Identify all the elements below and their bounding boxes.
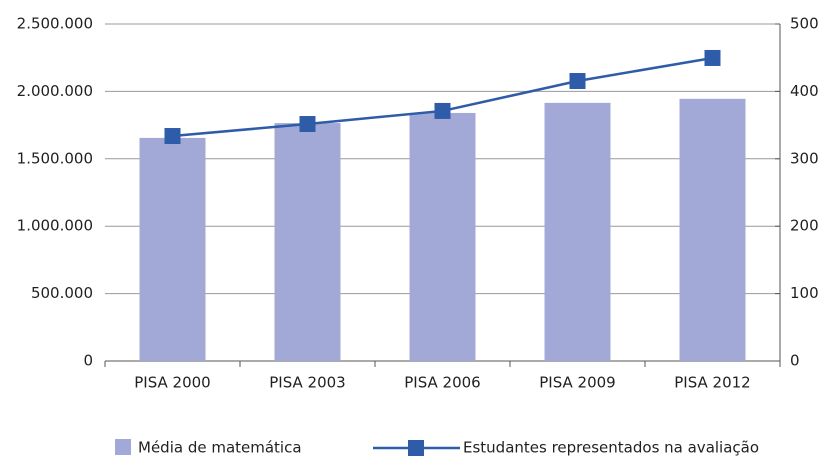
marker (299, 116, 316, 133)
x-tick-label: PISA 2003 (269, 374, 345, 392)
y-tick-label: 0 (83, 352, 93, 370)
bar (274, 123, 341, 361)
x-tick-label: PISA 2000 (134, 374, 210, 392)
legend-label: Estudantes representados na avaliação (463, 439, 759, 457)
x-tick-label: PISA 2009 (539, 374, 615, 392)
y2-tick-label: 0 (790, 352, 800, 370)
y2-tick-label: 200 (790, 217, 819, 235)
x-tick-label: PISA 2012 (674, 374, 750, 392)
y-tick-label: 500.000 (31, 284, 93, 302)
bar (139, 137, 206, 361)
marker (569, 73, 586, 90)
y2-tick-label: 400 (790, 82, 819, 100)
marker (704, 49, 721, 66)
y-tick-label: 2.500.000 (17, 15, 93, 33)
bar (544, 102, 611, 361)
marker (164, 128, 181, 145)
y-tick-label: 1.500.000 (17, 149, 93, 167)
y-tick-label: 2.000.000 (17, 82, 93, 100)
legend-label: Média de matemática (138, 439, 302, 457)
bar (409, 112, 476, 361)
legend-marker (408, 440, 424, 456)
y-tick-label: 1.000.000 (17, 217, 93, 235)
legend-swatch (115, 439, 131, 455)
marker (434, 102, 451, 119)
x-tick-label: PISA 2006 (404, 374, 480, 392)
y2-tick-label: 100 (790, 284, 819, 302)
y2-tick-label: 500 (790, 15, 819, 33)
y2-tick-label: 300 (790, 149, 819, 167)
bar (679, 98, 746, 362)
